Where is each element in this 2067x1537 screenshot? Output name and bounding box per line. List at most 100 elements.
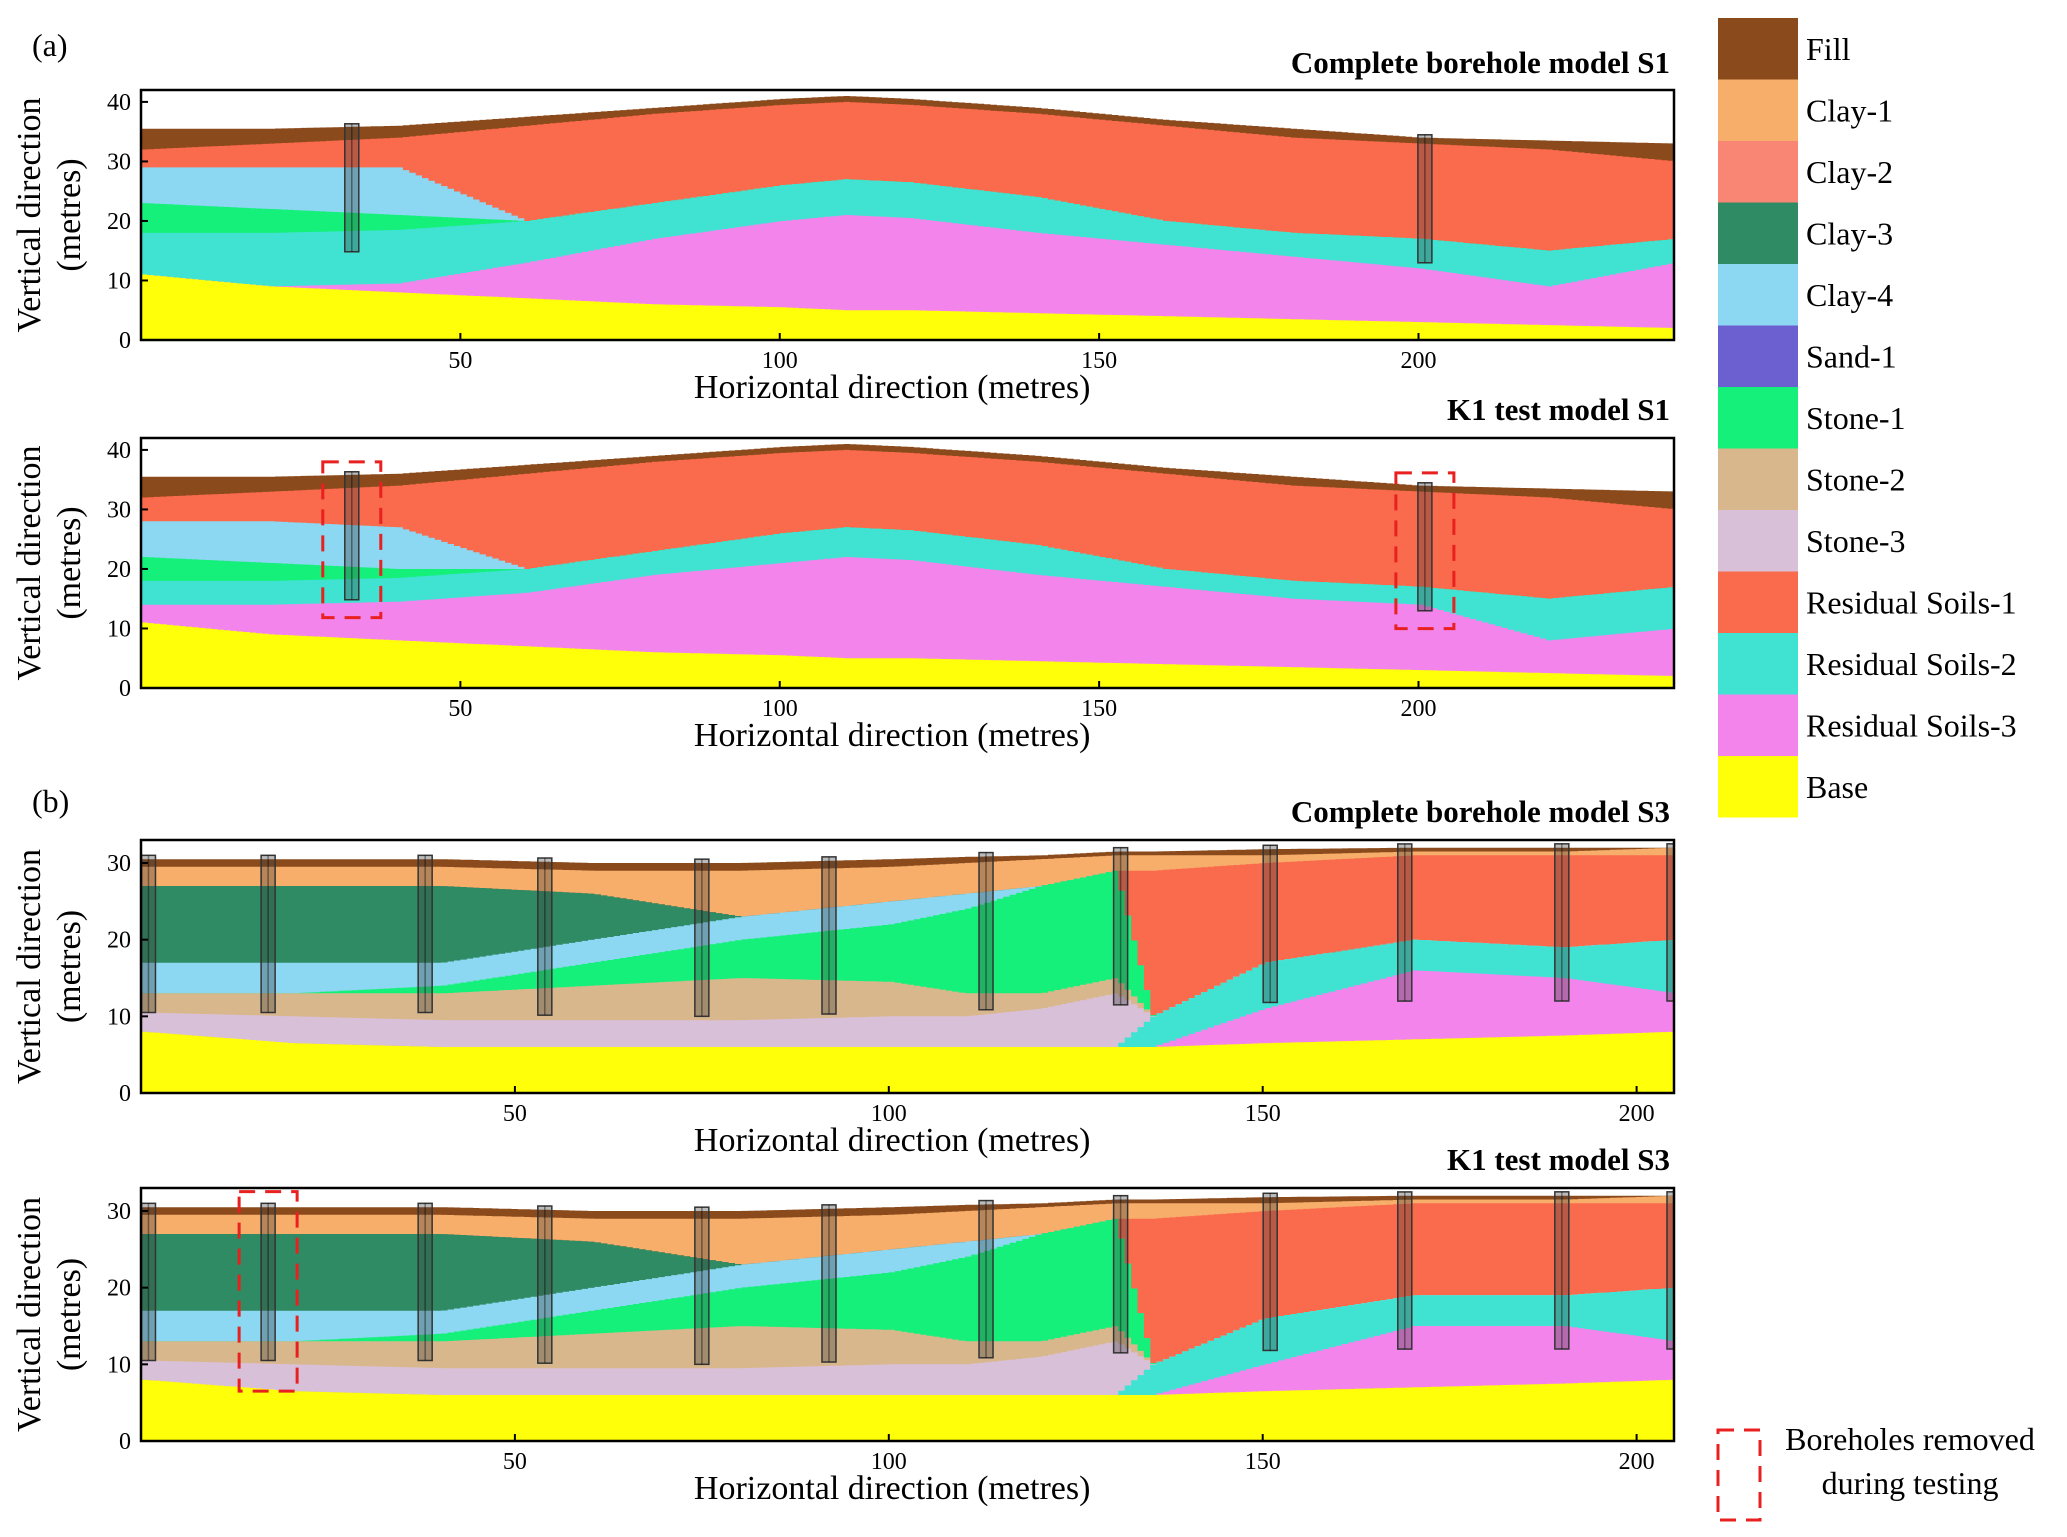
borehole	[1112, 1194, 1129, 1354]
y-tick-label: 10	[107, 616, 131, 642]
y-tick-label: 40	[107, 438, 131, 464]
legend-label: Sand-1	[1806, 338, 1897, 374]
borehole	[1397, 843, 1413, 1002]
legend-swatch-fill	[1718, 18, 1798, 80]
legend-label: Fill	[1806, 31, 1851, 67]
legend-swatch-clay-4	[1718, 264, 1798, 326]
plot-frame	[139, 838, 1676, 1095]
panel-title-s1-complete: Complete borehole model S1	[1291, 45, 1670, 80]
plot-frame	[139, 1186, 1676, 1443]
y-axis-label-line1: Vertical direction	[11, 1197, 48, 1432]
legend-label: Clay-1	[1806, 92, 1893, 128]
x-tick-label: 100	[762, 696, 798, 722]
x-tick-label: 200	[1619, 1449, 1655, 1475]
legend-swatch-base	[1718, 756, 1798, 818]
y-axis-label-line2: (metres)	[51, 1258, 88, 1371]
y-tick-label: 30	[107, 851, 131, 877]
legend-label: Stone-1	[1806, 400, 1906, 436]
y-tick-label: 30	[107, 1199, 131, 1225]
plot-0: 50 100 150 200 0 10 20 30 40 Horizontal direction…	[11, 88, 1676, 406]
removed-borehole-box	[237, 1190, 299, 1393]
y-axis-label-line1: Vertical direction	[11, 849, 48, 1084]
borehole	[1397, 1191, 1413, 1350]
y-tick-label: 20	[107, 209, 131, 235]
borehole	[260, 854, 276, 1014]
panel-title-s1-k1: K1 test model S1	[1447, 392, 1670, 427]
plot-1: 50 100 150 200 0 10 20 30 40 Horizontal direction…	[11, 436, 1676, 754]
borehole	[1417, 482, 1433, 612]
x-axis-label: Horizontal direction (metres)	[694, 717, 1091, 754]
borehole	[694, 858, 710, 1018]
borehole	[537, 857, 553, 1016]
x-tick-label: 150	[1245, 1101, 1281, 1127]
y-axis-label-line1: Vertical direction	[11, 445, 48, 680]
legend: Fill Clay-1 Clay-2 Clay-3 Clay-4 Sand-1 Stone-…	[1718, 18, 2017, 818]
x-tick-label: 150	[1081, 348, 1117, 374]
x-tick-label: 200	[1401, 348, 1437, 374]
x-tick-label: 100	[762, 348, 798, 374]
plot-frame	[139, 436, 1676, 690]
y-tick-label: 0	[119, 1081, 131, 1107]
panel-letter-b: (b)	[32, 783, 69, 819]
borehole	[417, 1202, 433, 1362]
layer-base	[141, 1379, 1674, 1441]
borehole	[978, 1199, 994, 1359]
borehole	[417, 854, 433, 1014]
x-axis-label: Horizontal direction (metres)	[694, 1122, 1091, 1159]
y-tick-label: 20	[107, 557, 131, 583]
legend-swatch-residual-soils-1	[1718, 571, 1798, 633]
y-tick-label: 0	[119, 328, 131, 354]
y-tick-label: 10	[107, 268, 131, 294]
x-tick-label: 200	[1401, 696, 1437, 722]
borehole	[1262, 844, 1278, 1004]
borehole	[1417, 134, 1433, 264]
removed-note-line1: Boreholes removed	[1785, 1421, 2035, 1457]
y-tick-label: 30	[107, 149, 131, 175]
borehole	[260, 1202, 276, 1362]
y-axis-label-line2: (metres)	[51, 910, 88, 1023]
legend-label: Residual Soils-3	[1806, 707, 2017, 743]
borehole	[537, 1205, 553, 1364]
x-tick-label: 150	[1245, 1449, 1281, 1475]
borehole	[694, 1206, 710, 1366]
borehole	[821, 1204, 837, 1363]
borehole	[1554, 843, 1570, 1002]
x-tick-label: 50	[503, 1449, 527, 1475]
layer-base	[141, 622, 1674, 688]
panel-title-s3-k1: K1 test model S3	[1447, 1142, 1670, 1177]
borehole	[821, 856, 837, 1015]
legend-swatch-clay-2	[1718, 141, 1798, 203]
borehole	[1666, 1191, 1674, 1350]
x-tick-label: 50	[448, 348, 472, 374]
legend-swatch-residual-soils-3	[1718, 694, 1798, 756]
layer-base	[141, 1031, 1674, 1093]
legend-label: Stone-2	[1806, 461, 1906, 497]
x-axis-label: Horizontal direction (metres)	[694, 1470, 1091, 1507]
borehole	[1666, 843, 1674, 1002]
borehole	[344, 123, 360, 253]
legend-label: Residual Soils-1	[1806, 584, 2017, 620]
y-tick-label: 10	[107, 1004, 131, 1030]
legend-label: Clay-2	[1806, 154, 1893, 190]
y-tick-label: 30	[107, 497, 131, 523]
legend-label: Clay-4	[1806, 277, 1893, 313]
borehole	[1262, 1192, 1278, 1352]
x-tick-label: 50	[448, 696, 472, 722]
plot-2: 50 100 150 200 0 10 20 30 Horizontal direction (…	[11, 838, 1676, 1159]
y-axis-label-line2: (metres)	[51, 506, 88, 619]
removed-borehole-box	[321, 460, 383, 620]
x-axis-label: Horizontal direction (metres)	[694, 369, 1091, 406]
y-tick-label: 20	[107, 928, 131, 954]
y-tick-label: 0	[119, 1429, 131, 1455]
plot-3: 50 100 150 200 0 10 20 30 Horizontal direction (…	[11, 1186, 1676, 1507]
legend-label: Residual Soils-2	[1806, 646, 2017, 682]
y-tick-label: 20	[107, 1276, 131, 1302]
removed-borehole-box	[1394, 471, 1456, 631]
x-tick-label: 150	[1081, 696, 1117, 722]
plot-frame	[139, 88, 1676, 342]
x-tick-label: 50	[503, 1101, 527, 1127]
removed-borehole-key-icon	[1716, 1428, 1762, 1522]
legend-swatch-stone-3	[1718, 510, 1798, 572]
